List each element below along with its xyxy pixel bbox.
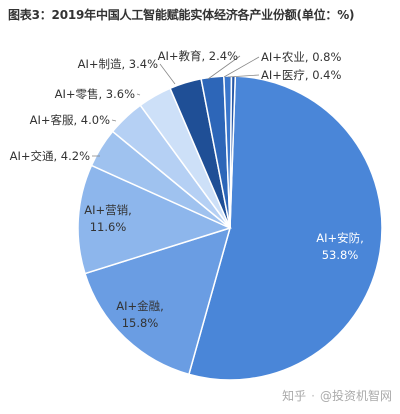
watermark: 知乎 · @投资机智网 bbox=[282, 387, 392, 404]
leader-line-agriculture bbox=[223, 56, 260, 78]
leader-line-service bbox=[111, 119, 117, 122]
slice-label-service: AI+客服, 4.0% bbox=[30, 113, 110, 127]
watermark-handle: @投资机智网 bbox=[319, 389, 392, 403]
slice-label-security: AI+安防, 53.8% bbox=[316, 231, 364, 262]
leader-line-medical bbox=[227, 74, 260, 78]
pie-slice-finance bbox=[84, 226, 232, 376]
slice-label-retail: AI+零售, 3.6% bbox=[55, 87, 135, 101]
chart-title: 图表3：2019年中国人工智能赋能实体经济各产业份额(单位：%) bbox=[8, 8, 355, 22]
watermark-separator: · bbox=[311, 388, 315, 403]
slice-label-marketing: AI+营销, 11.6% bbox=[84, 203, 132, 234]
watermark-site: 知乎 bbox=[282, 389, 307, 403]
leader-line-retail bbox=[136, 93, 141, 96]
pie-slice-medical bbox=[229, 75, 237, 229]
slice-label-agriculture: AI+农业, 0.8% bbox=[261, 50, 341, 64]
pie-slice-security bbox=[187, 75, 383, 381]
pie-slice-marketing bbox=[77, 164, 233, 275]
slice-label-medical: AI+医疗, 0.4% bbox=[261, 68, 341, 82]
leader-line-manufacturing bbox=[159, 63, 176, 85]
slice-label-manufacturing: AI+制造, 3.4% bbox=[78, 57, 158, 71]
slice-label-finance: AI+金融, 15.8% bbox=[116, 299, 164, 330]
leader-line-education bbox=[207, 55, 241, 80]
slice-label-education: AI+教育, 2.4% bbox=[158, 49, 238, 63]
slice-label-transport: AI+交通, 4.2% bbox=[10, 149, 90, 163]
